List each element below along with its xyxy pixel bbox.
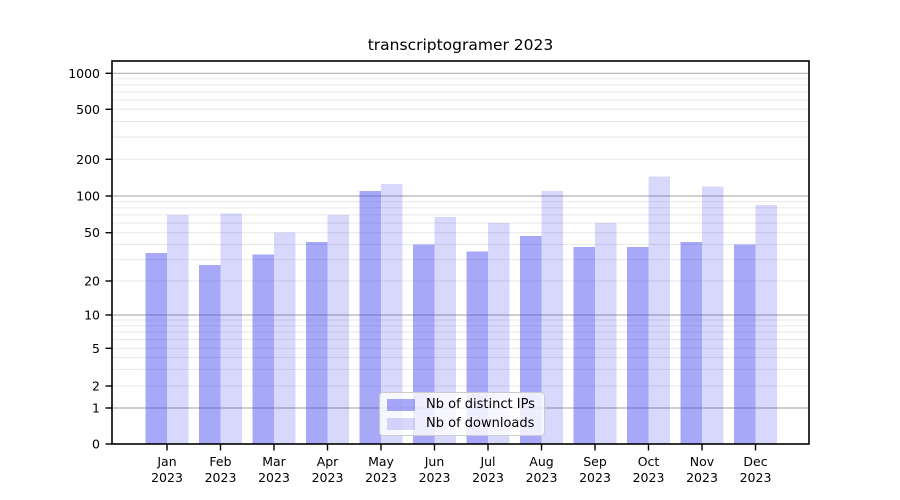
y-tick-label-20: 20 [84, 274, 100, 289]
legend-item-downloads: Nb of downloads [387, 416, 536, 431]
x-tick-label-year-apr: 2023 [312, 470, 344, 485]
bar-distinct-ips-apr [306, 241, 328, 444]
x-tick-label-year-jan: 2023 [151, 470, 183, 485]
x-tick-label-month-oct: Oct [638, 454, 660, 469]
legend: Nb of distinct IPs Nb of downloads [379, 392, 545, 436]
x-tick-label-month-sep: Sep [583, 454, 607, 469]
x-tick-label-year-jul: 2023 [472, 470, 504, 485]
bar-downloads-feb [220, 213, 242, 444]
x-tick-label-month-nov: Nov [690, 454, 715, 469]
bar-distinct-ips-sep [573, 247, 595, 444]
x-tick-label-month-jul: Jul [479, 454, 495, 469]
bar-distinct-ips-oct [627, 247, 649, 444]
x-tick-label-year-sep: 2023 [579, 470, 611, 485]
legend-item-distinct-ips: Nb of distinct IPs [387, 397, 536, 412]
bar-downloads-nov [702, 186, 724, 445]
y-tick-label-1: 1 [92, 401, 100, 416]
x-tick-label-year-aug: 2023 [526, 470, 558, 485]
x-tick-label-year-mar: 2023 [258, 470, 290, 485]
x-tick-label-year-oct: 2023 [633, 470, 665, 485]
x-tick-label-month-mar: Mar [262, 454, 286, 469]
bar-distinct-ips-dec [734, 244, 756, 444]
bar-downloads-apr [327, 214, 349, 444]
x-tick-label-month-aug: Aug [529, 454, 553, 469]
x-tick-label-year-nov: 2023 [686, 470, 718, 485]
bar-downloads-aug [541, 190, 563, 444]
bar-distinct-ips-jan [145, 253, 167, 444]
bar-downloads-jun [434, 217, 456, 444]
bar-distinct-ips-may [359, 190, 381, 444]
x-tick-label-month-may: May [368, 454, 394, 469]
x-tick-label-year-jun: 2023 [419, 470, 451, 485]
bar-downloads-mar [274, 232, 296, 444]
legend-label-distinct-ips: Nb of distinct IPs [426, 397, 535, 412]
y-tick-label-100: 100 [76, 189, 100, 204]
x-tick-label-year-dec: 2023 [740, 470, 772, 485]
bar-distinct-ips-feb [199, 265, 221, 444]
x-tick-label-month-jan: Jan [156, 454, 176, 469]
legend-label-downloads: Nb of downloads [426, 416, 535, 431]
bar-downloads-jan [167, 214, 189, 444]
bar-downloads-jul [488, 223, 510, 444]
y-tick-label-50: 50 [84, 225, 100, 240]
bar-distinct-ips-aug [520, 235, 542, 444]
plot-border [111, 60, 810, 445]
bar-downloads-dec [755, 205, 777, 444]
bar-downloads-sep [595, 223, 617, 444]
y-tick-label-200: 200 [76, 152, 100, 167]
x-tick-label-year-may: 2023 [365, 470, 397, 485]
y-tick-label-5: 5 [92, 341, 100, 356]
legend-swatch-distinct-ips [387, 398, 415, 411]
legend-swatch-downloads [387, 417, 415, 430]
x-tick-label-month-dec: Dec [743, 454, 767, 469]
x-tick-label-month-apr: Apr [317, 454, 339, 469]
bar-downloads-oct [648, 176, 670, 445]
bar-distinct-ips-nov [680, 241, 702, 444]
x-tick-label-month-jun: Jun [424, 454, 445, 469]
x-tick-label-month-feb: Feb [209, 454, 231, 469]
chart-title: transcriptogramer 2023 [367, 36, 554, 54]
bar-downloads-may [381, 184, 403, 444]
y-tick-label-500: 500 [76, 102, 100, 117]
y-tick-label-2: 2 [92, 379, 100, 394]
y-tick-label-10: 10 [84, 308, 100, 323]
y-tick-label-0: 0 [92, 437, 100, 452]
x-tick-label-year-feb: 2023 [205, 470, 237, 485]
y-tick-label-1000: 1000 [68, 66, 100, 81]
bar-distinct-ips-mar [252, 254, 274, 444]
